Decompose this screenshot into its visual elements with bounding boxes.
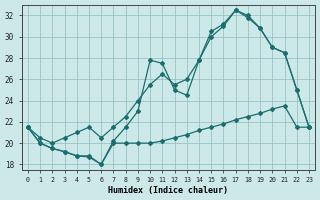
X-axis label: Humidex (Indice chaleur): Humidex (Indice chaleur)	[108, 186, 228, 195]
